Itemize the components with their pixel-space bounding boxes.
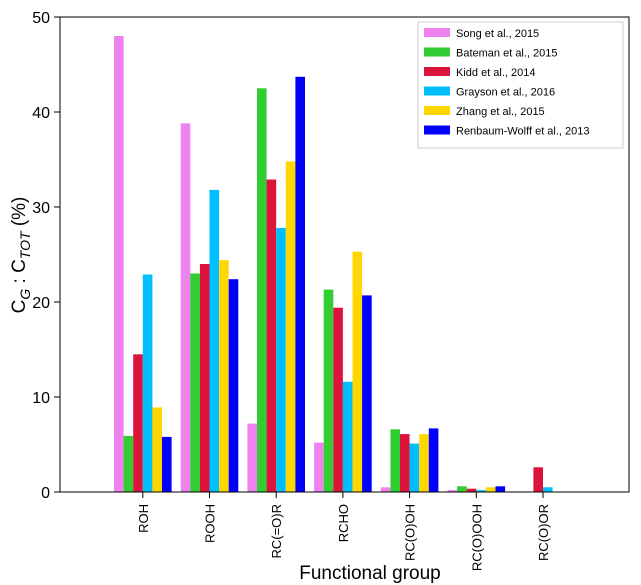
legend-swatch [424,86,450,96]
bar [419,434,429,492]
legend: Song et al., 2015 Bateman et al., 2015 Kid… [417,21,624,149]
legend-label: Bateman et al., 2015 [456,48,558,60]
bar [466,488,477,492]
y-tick-label: 0 [41,485,50,502]
y-tick-label: 30 [32,200,50,217]
bar [209,189,220,492]
bar [533,467,543,492]
bar [314,442,324,492]
bar [142,274,153,492]
bar [152,407,162,492]
x-tick-label: RCHO [336,504,351,542]
bar [362,295,372,492]
bar [390,429,400,492]
bar [180,123,191,493]
bar [428,428,439,492]
bar [123,435,134,492]
bar [285,161,296,492]
axes-layer [59,16,630,493]
legend-box [417,21,624,149]
bar [162,436,172,492]
bar [247,423,257,492]
y-tick-label: 50 [32,10,50,27]
x-tick-label: RC(O)OH [403,504,418,561]
legend-swatch [424,47,450,57]
bar [447,490,458,492]
x-tick-label: RC(=O)R [269,504,284,559]
legend-swatch [424,67,450,76]
x-tick-label: ROOH [203,504,218,543]
bar [228,279,239,492]
plot-frame [59,16,630,493]
bar [199,264,210,492]
y-ticks: 0 10 20 30 40 50 [32,10,60,502]
legend-label: Song et al., 2015 [456,28,539,40]
bar [190,273,200,492]
legend-label: Grayson et al., 2016 [456,87,555,99]
bar [476,490,486,492]
bar [342,381,353,492]
bar [400,434,410,492]
y-tick-label: 40 [32,105,50,122]
x-axis-title: Functional group [299,563,441,584]
bar [495,486,506,492]
y-tick-label: 10 [32,390,50,407]
bar [457,486,467,492]
y-axis-title: CG : CTOT (%) [9,197,33,314]
x-tick-label: RC(O)OOH [469,504,484,571]
legend-swatch [424,28,450,37]
bar [219,260,229,492]
bar [352,251,363,492]
legend-swatch [424,106,450,115]
legend-label: Kidd et al., 2014 [456,67,536,79]
x-tick-label: RC(O)OR [536,504,551,561]
bar [380,487,391,493]
bar [257,88,267,493]
bar [276,227,286,492]
bar [485,487,496,493]
bar [333,307,343,492]
bar [409,443,420,492]
bar [133,354,143,493]
bar [114,36,124,492]
bar [266,179,277,492]
bar [295,76,305,493]
legend-label: Renbaum-Wolff et al., 2013 [456,126,590,138]
bar [323,289,334,492]
x-tick-label: ROH [136,504,151,533]
bar [543,487,553,493]
y-tick-label: 20 [32,295,50,312]
legend-swatch [424,125,450,135]
x-ticks: ROH ROOH RC(=O)R RCHO RC(O)OH RC(O)OOH RC(O)OR [136,492,551,571]
legend-label: Zhang et al., 2015 [456,106,545,118]
bars-layer [114,36,553,493]
